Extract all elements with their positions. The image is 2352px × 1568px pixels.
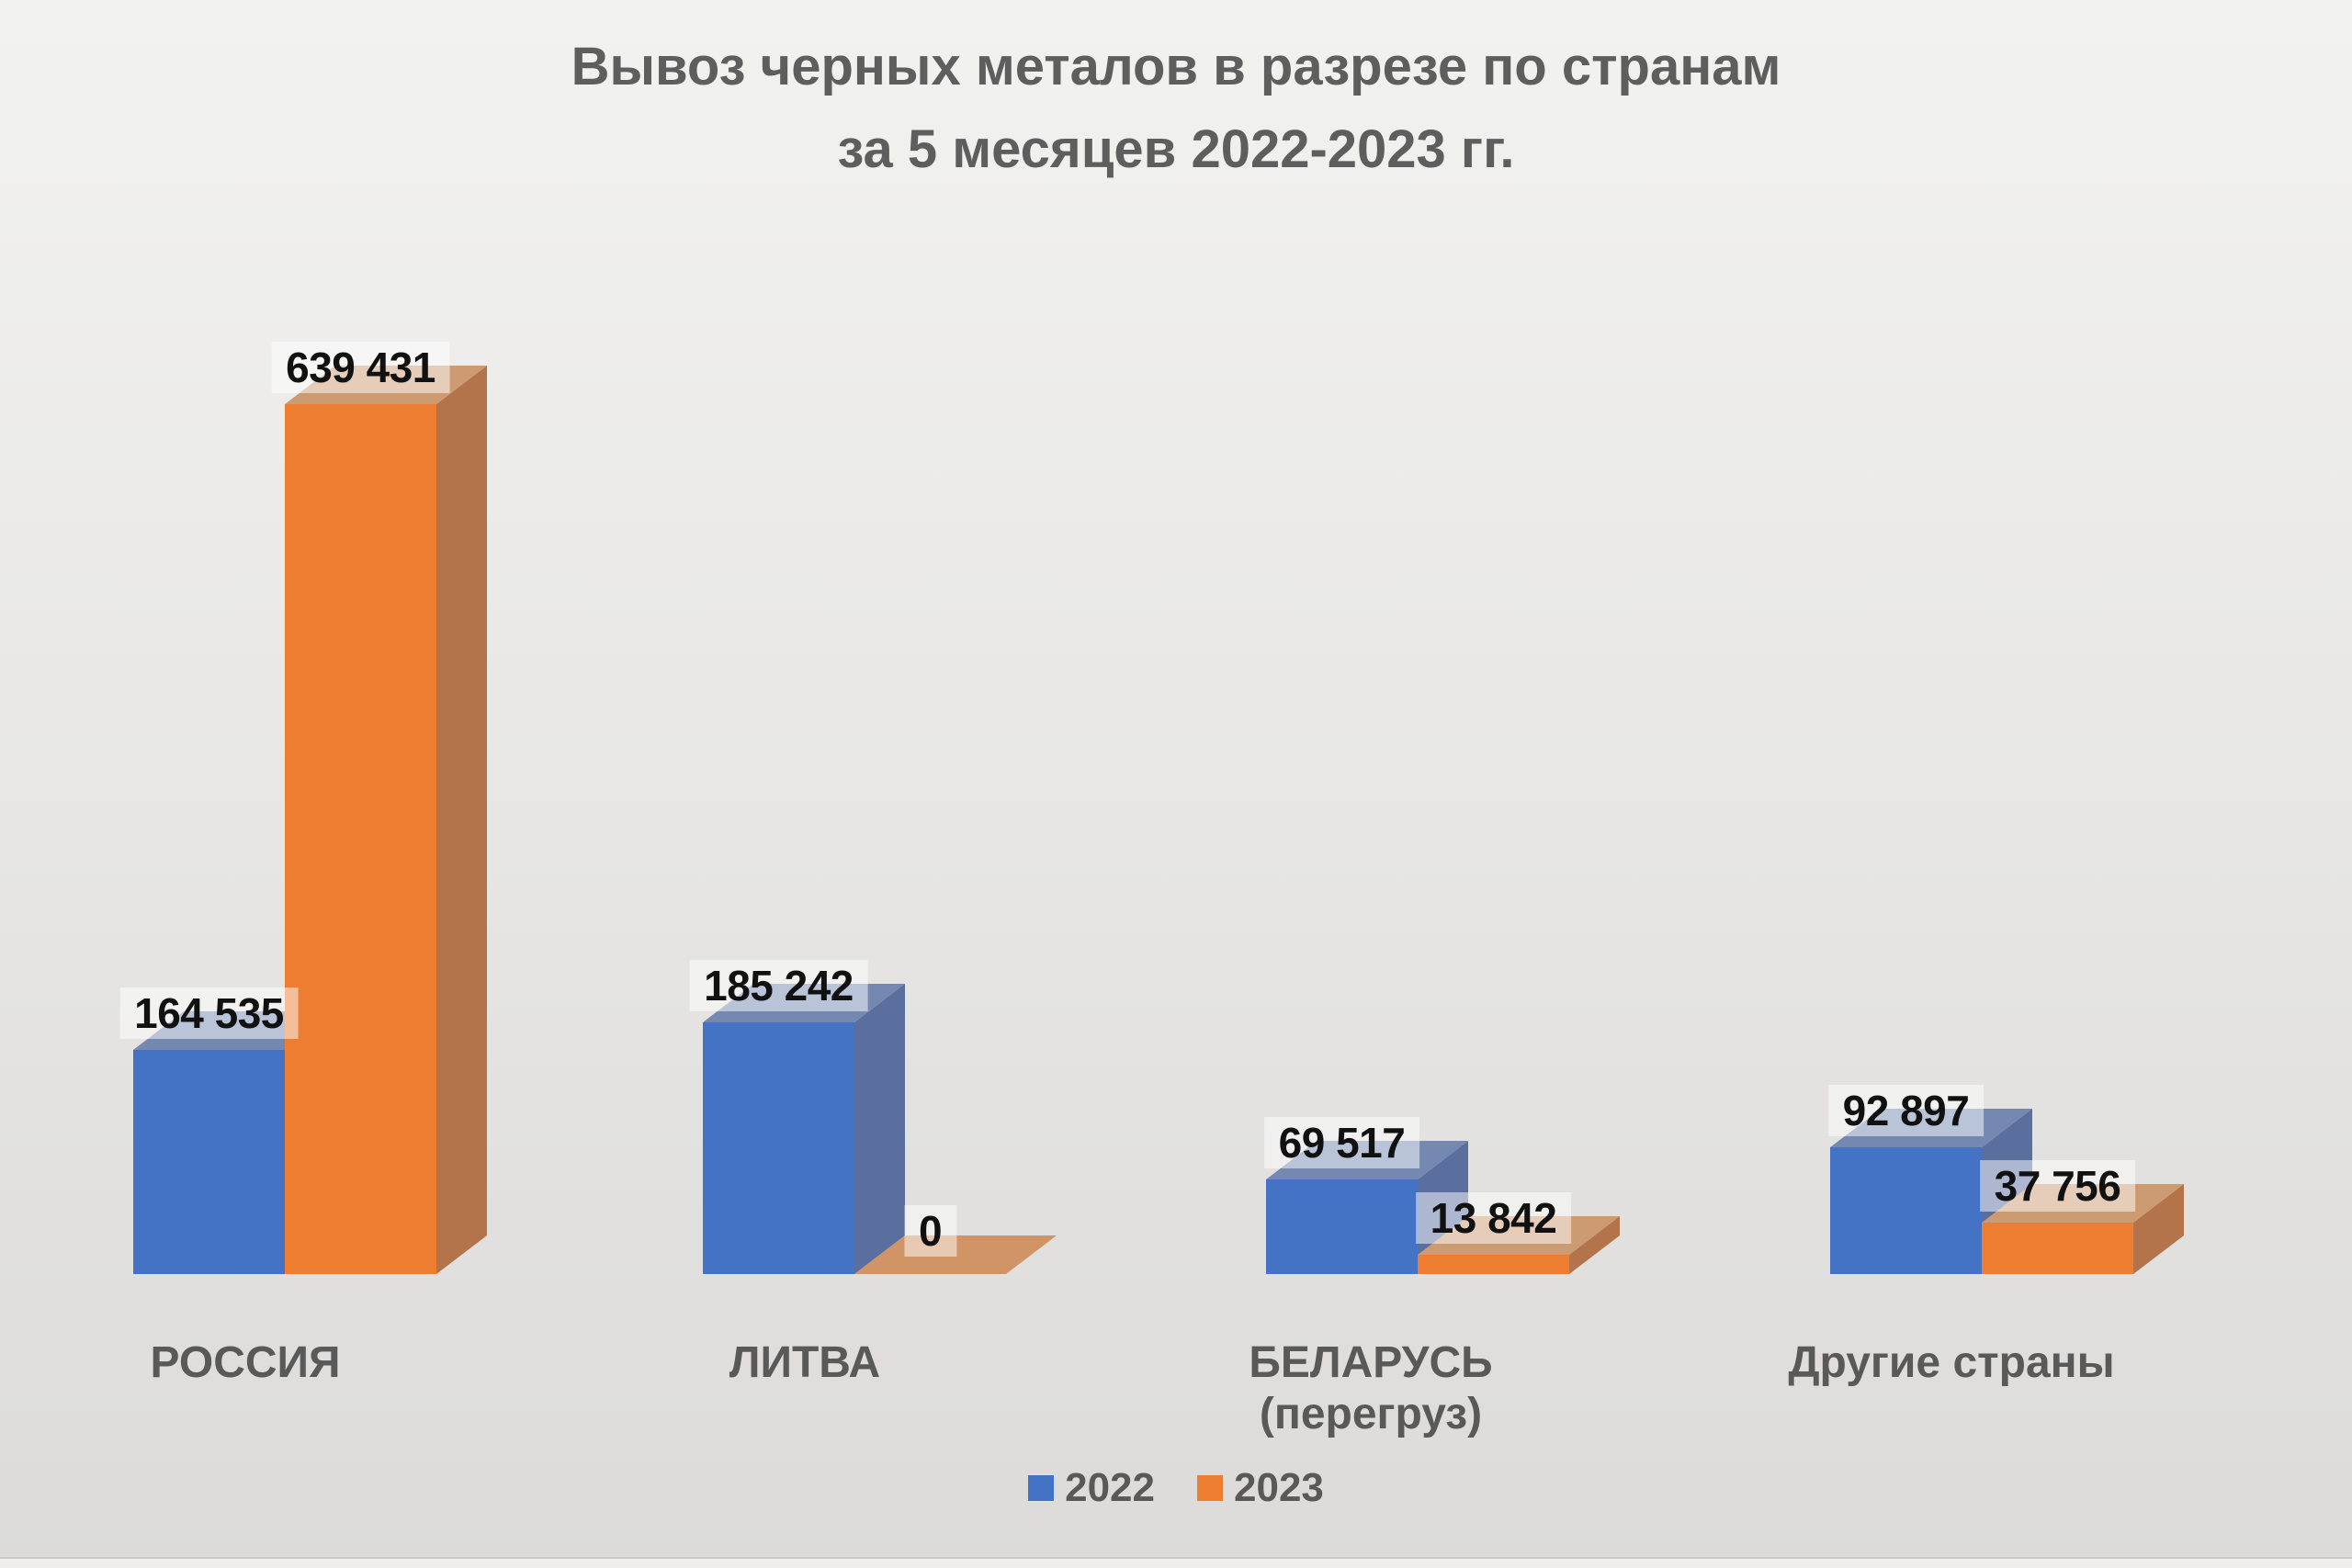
category-label-line: Другие страны bbox=[1788, 1338, 2115, 1387]
bar-front-face bbox=[1418, 1255, 1569, 1274]
bar-front-face bbox=[1266, 1179, 1418, 1274]
chart-title-line1: Вывоз черных металов в разрезе по страна… bbox=[571, 37, 1781, 96]
bar-side-face bbox=[854, 984, 905, 1274]
bar-2022-2 bbox=[703, 984, 906, 1274]
bar-2023-1 bbox=[285, 366, 488, 1274]
bar-2022-1 bbox=[133, 1011, 336, 1274]
category-label-line: БЕЛАРУСЬ bbox=[1249, 1338, 1493, 1387]
category-label-1: РОССИЯ bbox=[150, 1337, 340, 1389]
legend-swatch-2022-icon bbox=[1028, 1475, 1055, 1501]
chart-title-line2: за 5 месяцев 2022-2023 гг. bbox=[837, 119, 1515, 179]
category-label-3: БЕЛАРУСЬ (перегруз) bbox=[1249, 1337, 1492, 1440]
bar-front-face bbox=[285, 404, 436, 1274]
legend-label-2023: 2023 bbox=[1234, 1465, 1324, 1510]
bottom-edge-strip bbox=[0, 1557, 2352, 1568]
category-label-4: Другие страны bbox=[1788, 1337, 2114, 1389]
legend: 2022 2023 bbox=[0, 1468, 2352, 1508]
legend-label-2022: 2022 bbox=[1065, 1465, 1155, 1510]
category-label-line: (перегруз) bbox=[1259, 1390, 1483, 1438]
chart-title: Вывоз черных металов в разрезе по страна… bbox=[0, 26, 2352, 191]
data-label-2023-3: 13 842 bbox=[1415, 1192, 1572, 1244]
category-label-line: РОССИЯ bbox=[150, 1338, 341, 1387]
bar-front-face bbox=[1830, 1147, 1982, 1274]
data-label-2022-1: 164 535 bbox=[119, 987, 299, 1039]
legend-swatch-2023-icon bbox=[1197, 1475, 1223, 1501]
bar-side-face bbox=[436, 366, 487, 1274]
data-label-2023-1: 639 431 bbox=[271, 342, 450, 393]
category-label-2: ЛИТВА bbox=[729, 1337, 880, 1389]
data-label-2023-4: 37 756 bbox=[1979, 1160, 2136, 1212]
data-label-2022-2: 185 242 bbox=[689, 960, 868, 1011]
category-label-line: ЛИТВА bbox=[729, 1338, 881, 1387]
bar-2023-3 bbox=[1418, 1216, 1621, 1274]
bar-front-face bbox=[1982, 1223, 2133, 1274]
bar-front-face bbox=[703, 1022, 854, 1274]
data-label-2022-4: 92 897 bbox=[1827, 1085, 1984, 1136]
data-label-2023-2: 0 bbox=[903, 1205, 957, 1257]
bar-2022-3 bbox=[1266, 1141, 1469, 1274]
legend-item-2023: 2023 bbox=[1197, 1468, 1324, 1508]
bar-2023-4 bbox=[1982, 1184, 2185, 1274]
bar-front-face bbox=[133, 1050, 285, 1274]
data-label-2022-3: 69 517 bbox=[1263, 1117, 1420, 1168]
legend-item-2022: 2022 bbox=[1028, 1468, 1155, 1508]
bar-2022-4 bbox=[1830, 1109, 2033, 1274]
